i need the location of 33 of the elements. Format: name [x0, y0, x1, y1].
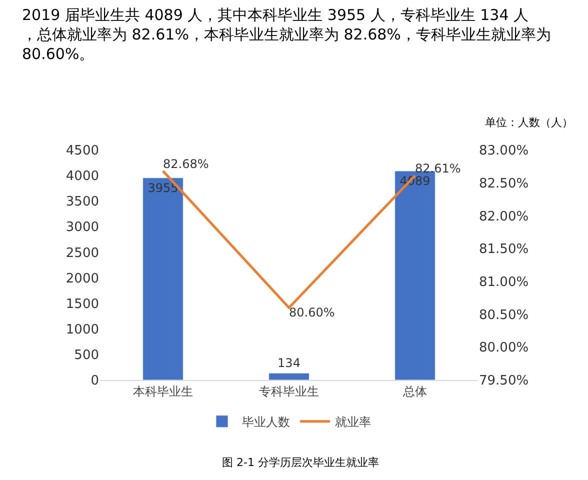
y2-tick-label: 80.50% — [479, 308, 529, 323]
y-tick-label: 0 — [90, 374, 99, 389]
y2-tick-label: 82.00% — [479, 209, 529, 224]
y2-tick-label: 83.00% — [479, 144, 529, 159]
data-label: 82.68% — [163, 157, 209, 172]
y2-tick-label: 80.00% — [479, 340, 529, 356]
y2-tick-label: 79.50% — [479, 374, 529, 389]
data-label: 3955 — [148, 180, 178, 195]
data-label: 80.60% — [289, 306, 335, 320]
y-tick-label: 4500 — [66, 144, 99, 159]
y-tick-label: 3500 — [66, 194, 99, 210]
data-label: 134 — [278, 356, 300, 370]
y-tick-label: 1000 — [66, 322, 99, 338]
y-tick-label: 3000 — [66, 220, 99, 236]
caption: 图 2-1 分学历层次毕业生就业率 — [222, 456, 379, 469]
data-label: 82.61% — [415, 162, 461, 176]
text: 单位：人数（人） — [485, 116, 573, 129]
x-tick-label: 本科毕业生 — [133, 384, 193, 398]
y-tick-label: 500 — [74, 348, 99, 363]
y-tick-label: 1500 — [66, 296, 99, 312]
text: 2019 届毕业生共 4089 人，其中本科毕业生 3955 人，专科毕业生 134 人，总体就业率为 82.61%，本科毕业生就业率为 82.68%，专科毕业生就业率为 80.60%。 — [22, 6, 556, 63]
x-tick-label: 总体 — [402, 384, 427, 398]
legend-label: 毕业人数 — [242, 415, 290, 430]
x-tick-label: 专科毕业生 — [259, 384, 319, 398]
legend-label: 就业率 — [335, 415, 371, 430]
bar — [268, 372, 310, 380]
y2-tick-label: 81.50% — [479, 242, 529, 258]
bar — [142, 178, 184, 380]
y-tick-label: 4000 — [66, 169, 99, 184]
y-tick-label: 2000 — [66, 271, 99, 286]
y-tick-label: 2500 — [66, 246, 99, 261]
y2-tick-label: 81.00% — [479, 274, 529, 290]
y2-tick-label: 82.50% — [479, 176, 529, 192]
